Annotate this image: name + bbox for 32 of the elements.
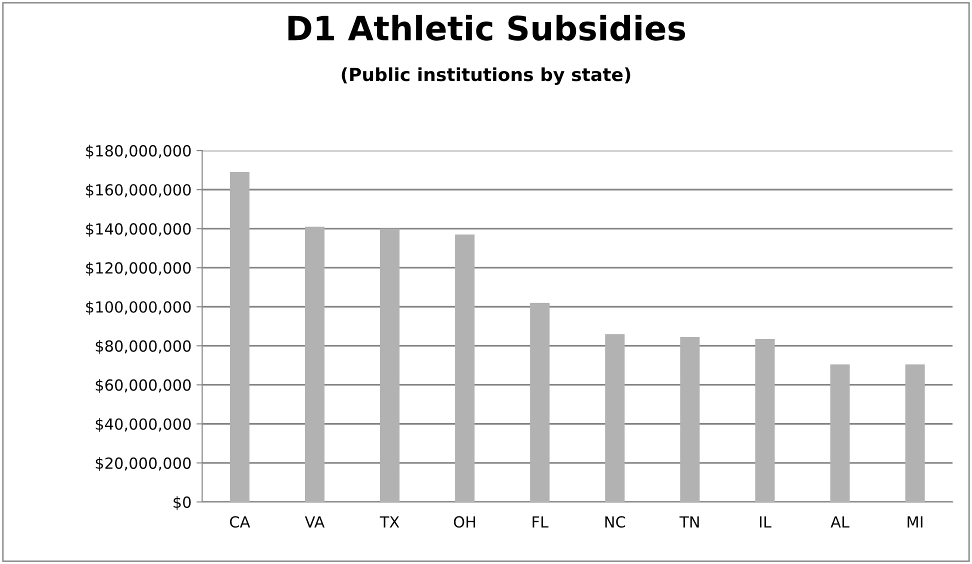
y-tick-label: $40,000,000 xyxy=(96,418,191,432)
bar xyxy=(605,334,625,502)
x-tick-label: FL xyxy=(532,516,548,528)
x-tick-label: IL xyxy=(760,516,772,528)
y-tick-label: $0 xyxy=(174,496,191,510)
bar xyxy=(455,234,475,502)
bar xyxy=(304,226,324,502)
y-tick-label: $140,000,000 xyxy=(86,222,191,237)
y-tick-label: $80,000,000 xyxy=(96,340,191,354)
bar xyxy=(905,364,925,502)
x-tick-label: OH xyxy=(454,516,476,528)
x-tick-label: NC xyxy=(605,516,626,528)
bar xyxy=(380,228,400,502)
bar xyxy=(830,364,850,502)
x-tick-label: VA xyxy=(304,516,325,528)
chart-title: D1 Athletic Subsidies xyxy=(288,14,686,41)
x-tick-label: AL xyxy=(830,516,850,528)
x-tick-label: TX xyxy=(380,516,400,528)
y-tick-label: $160,000,000 xyxy=(86,184,191,198)
y-tick-label: $60,000,000 xyxy=(96,379,191,393)
x-tick-label: TN xyxy=(680,516,699,528)
chart-subtitle: (Public institutions by state) xyxy=(342,67,630,85)
bar xyxy=(680,337,700,502)
bar xyxy=(530,302,550,502)
y-tick-label: $20,000,000 xyxy=(96,457,191,471)
bar xyxy=(230,172,250,502)
bar xyxy=(755,338,775,502)
y-tick-label: $120,000,000 xyxy=(86,262,191,276)
x-tick-label: CA xyxy=(230,516,250,528)
y-tick-label: $180,000,000 xyxy=(86,144,191,159)
y-tick-label: $100,000,000 xyxy=(86,300,191,315)
x-tick-label: MI xyxy=(908,516,922,528)
